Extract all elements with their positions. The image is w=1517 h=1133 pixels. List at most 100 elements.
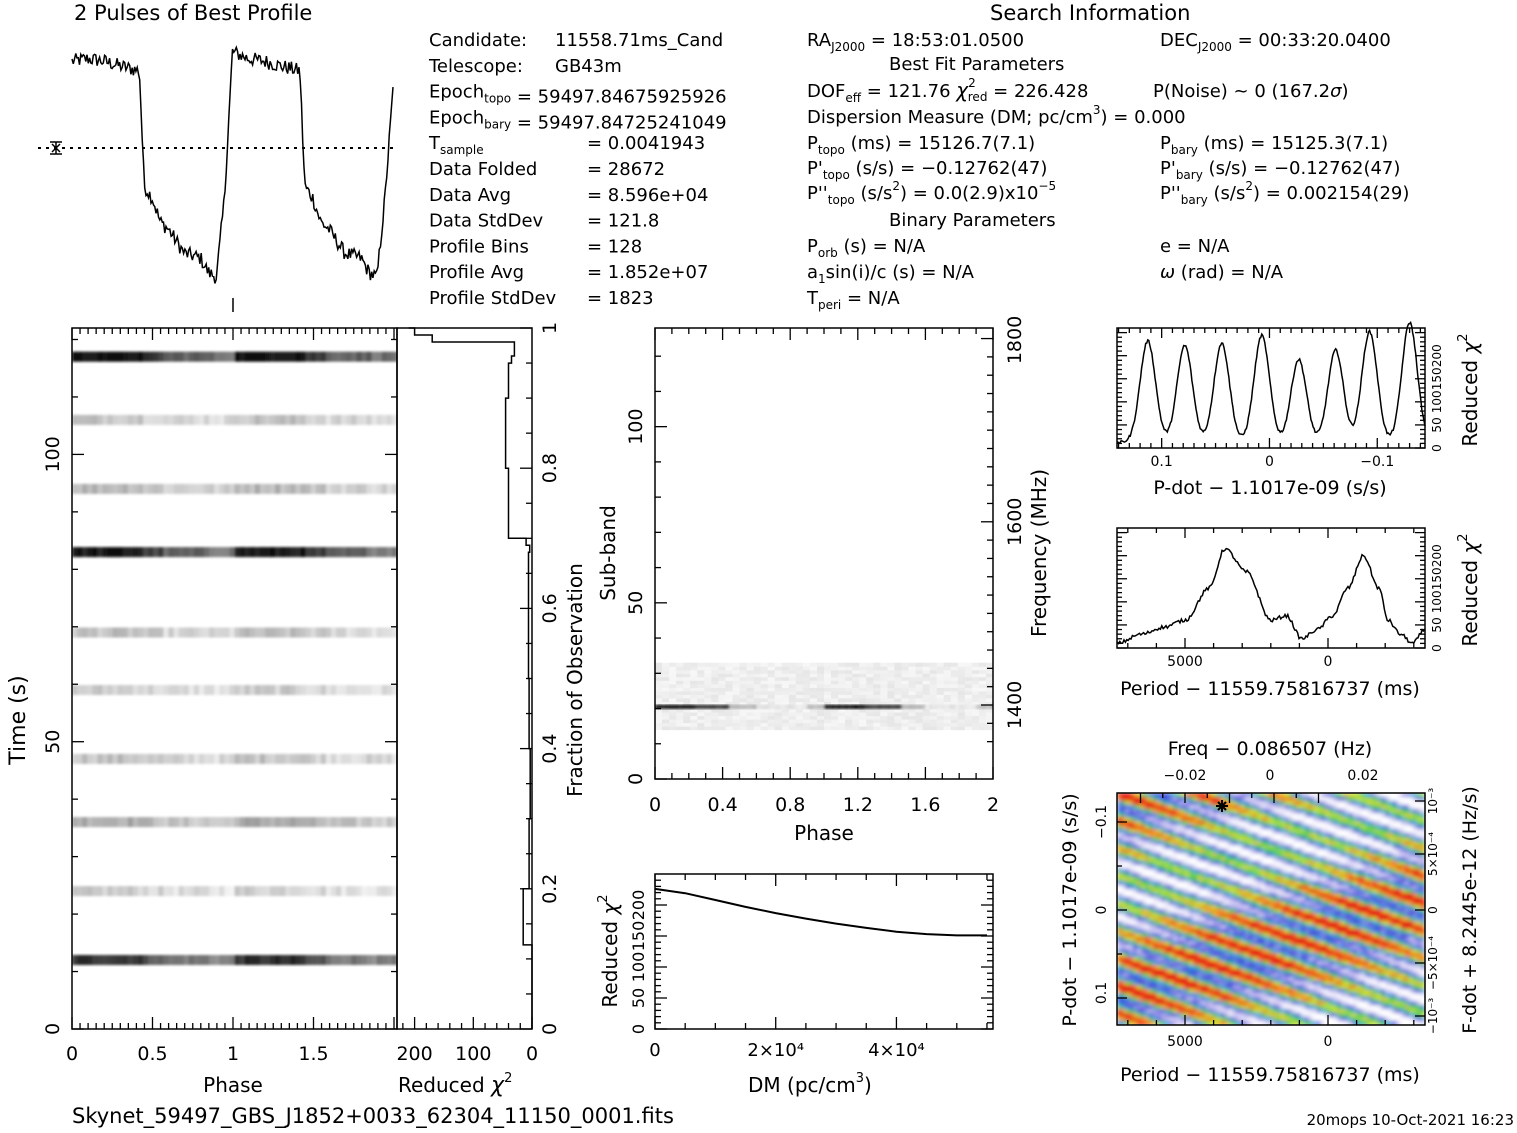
period-axis-label: Period − 11559.75816737 (ms) xyxy=(1120,678,1420,700)
dm-tick-2: 4×10⁴ xyxy=(868,1040,925,1061)
freq-tick-2: 1800 xyxy=(1004,316,1026,364)
info-row-2: Epochtopo = 59497.84675925926 xyxy=(429,82,727,108)
dm-y-tick-1: 50 xyxy=(629,988,648,1008)
subband-phase-tick-3: 1.2 xyxy=(843,794,873,816)
period-y-tick-1: 50 xyxy=(1430,617,1444,632)
a1-value: a1sin(i)/c (s) = N/A xyxy=(807,262,975,286)
info-value-10: = 1823 xyxy=(587,288,654,309)
pp-period-tick-0: 5000 xyxy=(1167,1034,1203,1050)
dm-tick-0: 0 xyxy=(649,1040,660,1061)
phase-tick-1: 0.5 xyxy=(137,1043,167,1065)
period-tick-1: 0 xyxy=(1324,654,1333,670)
info-value-9: = 1.852e+07 xyxy=(587,262,708,283)
pp-period-tick-1: 0 xyxy=(1324,1034,1333,1050)
dm-tick-1: 2×10⁴ xyxy=(747,1040,804,1061)
dec-value: DECJ2000 = 00:33:20.0400 xyxy=(1160,30,1391,54)
info-value-5: = 28672 xyxy=(587,159,665,180)
pdot-y-label: P-dot − 1.1017e-09 (s/s) xyxy=(1059,793,1081,1026)
info-row-10: Profile StdDev xyxy=(429,288,557,309)
info-value-0: 11558.71ms_Cand xyxy=(555,30,723,51)
pdtopo-value: P'topo (s/s) = −0.12762(47) xyxy=(807,158,1047,182)
pp-freq-tick-1: 0 xyxy=(1266,768,1275,784)
info-row-5: Data Folded xyxy=(429,159,537,180)
subband-phase-tick-2: 0.8 xyxy=(775,794,805,816)
chi2-pdot-curve xyxy=(1116,321,1426,445)
binary-title: Binary Parameters xyxy=(889,210,1056,231)
time-phase-ticks: 0 0.5 1 1.5 0 50 100 xyxy=(42,328,397,1065)
info-value-8: = 128 xyxy=(587,236,642,257)
phase2-axis-label: Phase xyxy=(794,821,854,845)
phase-tick-2: 1 xyxy=(227,1043,239,1065)
best-fit-title: Best Fit Parameters xyxy=(889,54,1064,75)
pdot-y-tick-1: 50 xyxy=(1430,417,1444,432)
freq-top-label: Freq − 0.086507 (Hz) xyxy=(1168,738,1372,760)
ppdot-ticks: 5000 0 −0.02 0 0.02 −0.1 0 0.1 10⁻³ 5×10⁻⁴ 0 −5×10⁻… xyxy=(1094,768,1440,1050)
subband-tick-0: 0 xyxy=(625,773,647,785)
porb-value: Porb (s) = N/A xyxy=(807,236,926,260)
period-y-tick-0: 0 xyxy=(1430,644,1444,652)
time-band-1 xyxy=(72,886,397,897)
subband-tick-2: 100 xyxy=(625,409,647,445)
pdot-y-tick-0: 0 xyxy=(1430,444,1444,452)
chi2-time-frame xyxy=(396,327,533,1030)
frac-tick-1: 0.2 xyxy=(539,874,561,904)
info-row-3: Epochbary = 59497.84725241049 xyxy=(429,107,727,133)
time-band-3 xyxy=(72,753,397,764)
pdot-axis-label: P-dot − 1.1017e-09 (s/s) xyxy=(1153,477,1386,499)
chi2-tick-1: 100 xyxy=(455,1043,491,1065)
info-row-7: Data StdDev xyxy=(429,211,544,232)
subband-ticks: 0 0.4 0.8 1.2 1.6 2 0 50 100 1400 1600 1800 xyxy=(625,316,1026,816)
info-left: Candidate: 11558.71ms_Cand Telescope: GB43m… xyxy=(428,30,727,309)
phase-axis-label: Phase xyxy=(203,1073,263,1097)
period-y-tick-3: 150 xyxy=(1430,567,1444,590)
time-band-7 xyxy=(72,483,397,494)
info-row-9: Profile Avg xyxy=(429,262,524,283)
pdot-redchi-label: Reduced χ2 xyxy=(1456,333,1482,446)
time-band-9 xyxy=(72,351,397,362)
time-band-5 xyxy=(72,627,397,638)
time-tick-1: 50 xyxy=(42,730,64,754)
profile-panel xyxy=(38,45,398,312)
pp-freq-tick-0: −0.02 xyxy=(1164,768,1207,784)
pdbary-value: P'bary (s/s) = −0.12762(47) xyxy=(1160,158,1400,182)
phase-tick-0: 0 xyxy=(66,1043,78,1065)
info-right: DECJ2000 = 00:33:20.0400 P(Noise) ~ 0 (1… xyxy=(1153,30,1409,283)
info-row-0: Candidate: xyxy=(429,30,527,51)
subband-tick-1: 50 xyxy=(625,591,647,615)
pp-freq-tick-2: 0.02 xyxy=(1347,768,1378,784)
subband-axis-label: Sub-band xyxy=(596,505,620,601)
pp-fdot-tick-4: −10⁻³ xyxy=(1426,998,1440,1035)
pdot-y-tick-4: 200 xyxy=(1430,344,1444,367)
info-row-1: Telescope: xyxy=(428,56,523,77)
pp-fdot-tick-2: 0 xyxy=(1426,906,1440,914)
pp-pdot-tick-1: 0 xyxy=(1094,906,1110,915)
chi2-time-ticks: 200 100 00 0.2 0.4 0.6 0.8 1 xyxy=(396,322,561,1065)
subband-phase-tick-1: 0.4 xyxy=(707,794,737,816)
time-band-0 xyxy=(72,955,397,965)
frequency-axis-label: Frequency (MHz) xyxy=(1027,469,1051,637)
info-row-8: Profile Bins xyxy=(429,236,529,257)
pp-pdot-tick-0: −0.1 xyxy=(1094,805,1110,839)
dof-value: DOFeff = 121.76 χ2 red = 226.428 xyxy=(807,76,1088,105)
info-value-4: = 0.0041943 xyxy=(587,133,705,154)
ptopo-value: Ptopo (ms) = 15126.7(7.1) xyxy=(807,133,1035,157)
error-bar-marker xyxy=(50,141,62,155)
redchi-axis-label: Reduced χ2 xyxy=(398,1071,512,1098)
pdot-y-tick-2: 100 xyxy=(1430,390,1444,413)
tperi-value: Tperi = N/A xyxy=(806,288,900,312)
ppdot-heatmap xyxy=(1117,793,1425,1025)
pnoise-value: P(Noise) ~ 0 (167.2σ) xyxy=(1153,81,1349,102)
frac-tick-5: 1 xyxy=(539,322,561,334)
info-value-7: = 121.8 xyxy=(587,211,659,232)
dm-y-tick-0: 0 xyxy=(629,1024,648,1034)
dm-y-tick-3: 150 xyxy=(629,921,648,952)
search-title: Search Information xyxy=(990,1,1190,25)
time-phase-panel: 0 0.5 1 1.5 0 50 100 Time (s) Phase xyxy=(6,327,398,1097)
profile-title: 2 Pulses of Best Profile xyxy=(74,1,312,25)
freq-tick-1: 1600 xyxy=(1004,498,1026,546)
time-band-4 xyxy=(72,685,397,695)
time-tick-0: 0 xyxy=(42,1023,64,1035)
